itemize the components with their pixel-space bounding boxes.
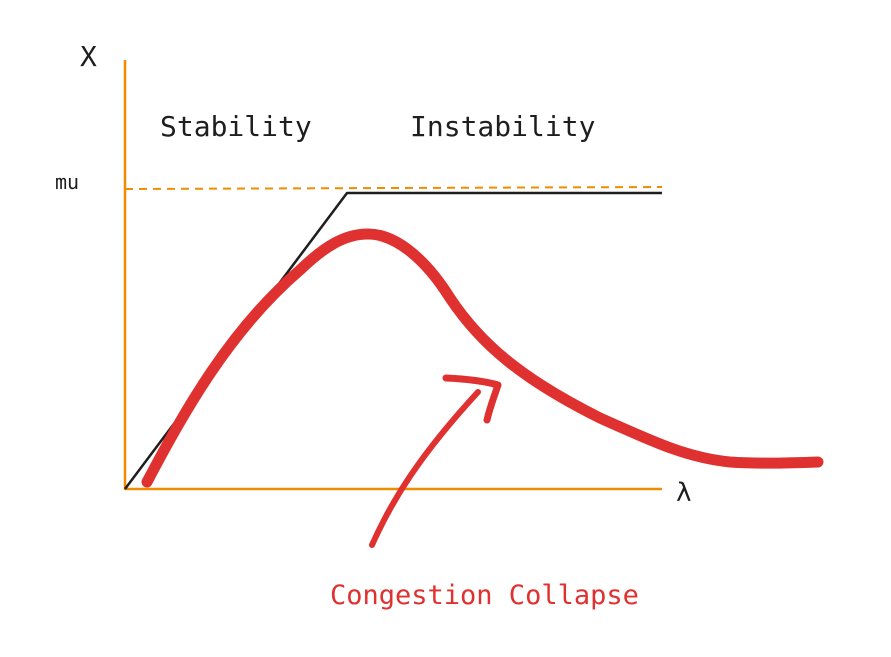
annotation-arrow-head	[442, 374, 502, 424]
annotation-arrow-shaft	[369, 389, 481, 548]
capacity-dashed-line	[124, 186, 663, 190]
instability-region-label: Instability	[410, 110, 596, 143]
x-axis-label: λ	[676, 478, 692, 508]
capacity-label: mu	[55, 170, 80, 194]
y-axis-label: X	[80, 40, 97, 73]
congestion-collapse-label: Congestion Collapse	[330, 580, 639, 611]
actual-throughput-curve	[141, 228, 824, 488]
stability-region-label: Stability	[160, 110, 312, 143]
